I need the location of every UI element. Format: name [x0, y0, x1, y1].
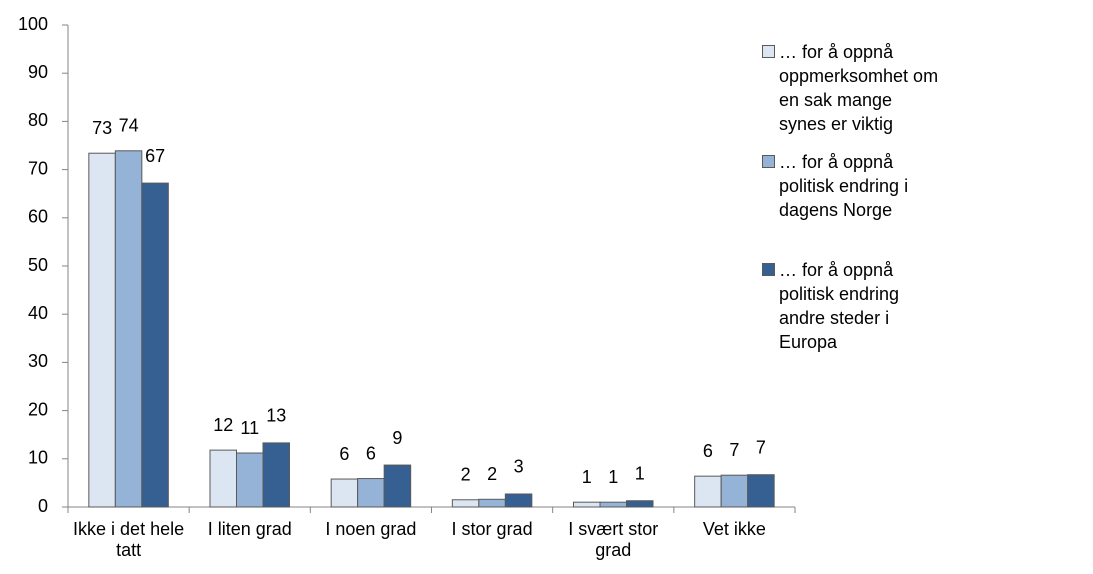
data-label: 73	[92, 118, 112, 138]
x-tick-label: I noen grad	[325, 519, 417, 539]
y-tick-label: 30	[28, 351, 48, 371]
legend-item: … for å oppnå politisk endring i dagens …	[762, 150, 1092, 222]
data-label: 7	[756, 437, 766, 457]
y-tick-label: 0	[38, 496, 48, 516]
x-tick-label: Vet ikke	[702, 519, 766, 539]
y-tick-label: 70	[28, 158, 48, 178]
data-label: 12	[213, 415, 233, 435]
data-label: 6	[703, 441, 713, 461]
data-label: 6	[339, 444, 349, 464]
x-tick-label: Ikke i det hele tatt	[73, 519, 185, 560]
bar	[573, 501, 601, 508]
data-label: 11	[240, 418, 259, 438]
bar	[383, 464, 412, 508]
data-label: 3	[514, 457, 524, 477]
y-tick-label: 60	[28, 207, 48, 227]
y-tick-label: 40	[28, 303, 48, 323]
y-tick-label: 20	[28, 399, 48, 419]
bar	[141, 182, 169, 508]
bar	[747, 474, 775, 508]
legend-label: … for å oppnå politisk endring i dagens …	[779, 152, 909, 220]
y-tick-label: 80	[28, 110, 48, 130]
x-tick-label: I liten grad	[207, 519, 292, 539]
y-tick-label: 90	[28, 62, 48, 82]
data-label: 13	[266, 406, 286, 426]
data-label: 1	[582, 467, 592, 487]
data-label: 7	[729, 440, 739, 460]
bar	[694, 475, 722, 508]
x-tick-label: I stor grad	[451, 519, 533, 539]
data-label: 6	[366, 443, 376, 463]
data-label: 2	[487, 464, 497, 484]
bar	[330, 478, 359, 508]
bar	[504, 493, 533, 508]
x-tick-label: I svært stor grad	[568, 519, 659, 560]
bar	[88, 152, 116, 508]
legend-swatch	[762, 263, 775, 276]
legend-item: … for å oppnå politisk endring andre ste…	[762, 258, 1092, 354]
bar	[262, 442, 290, 508]
legend-swatch	[762, 45, 775, 58]
data-label: 1	[608, 467, 618, 487]
bar	[478, 498, 506, 508]
data-label: 2	[461, 465, 471, 485]
y-tick-label: 100	[18, 14, 48, 34]
data-label: 74	[119, 116, 139, 136]
legend-label: … for å oppnå oppmerksomhet om en sak ma…	[779, 42, 939, 134]
legend-label: … for å oppnå politisk endring andre ste…	[779, 260, 900, 352]
bar	[626, 500, 654, 508]
y-tick-label: 50	[28, 255, 48, 275]
data-label: 1	[635, 463, 645, 483]
bar	[114, 150, 143, 508]
bar	[720, 474, 749, 508]
bar	[451, 499, 480, 508]
y-tick-label: 10	[28, 448, 48, 468]
data-label: 9	[392, 428, 402, 448]
legend-item: … for å oppnå oppmerksomhet om en sak ma…	[762, 40, 1092, 136]
bar	[357, 478, 385, 508]
bar	[209, 449, 237, 508]
legend-swatch	[762, 155, 775, 168]
bar	[599, 501, 627, 508]
bar	[236, 452, 264, 508]
data-label: 67	[145, 146, 165, 166]
